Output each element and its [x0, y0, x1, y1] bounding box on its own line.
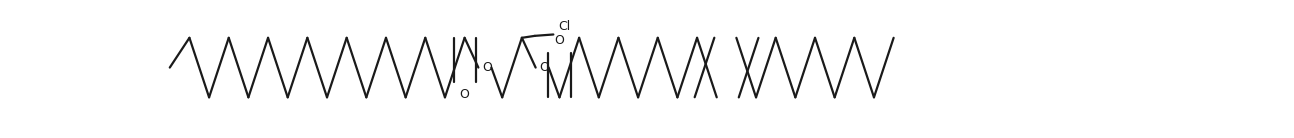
- Text: O: O: [459, 88, 470, 101]
- Text: O: O: [540, 61, 550, 74]
- Text: O: O: [555, 34, 564, 47]
- Text: O: O: [483, 61, 492, 74]
- Text: Cl: Cl: [559, 20, 571, 33]
